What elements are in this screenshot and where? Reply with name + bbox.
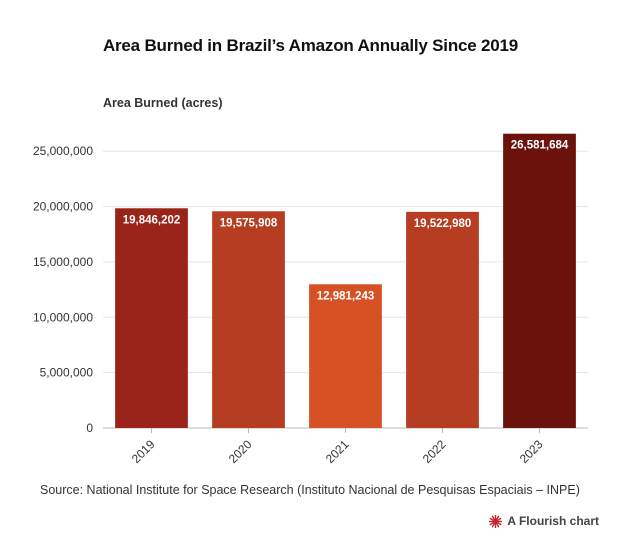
bar-2023: [503, 133, 576, 428]
bar-value-label: 19,575,908: [220, 217, 278, 229]
x-tick-label: 2021: [323, 437, 352, 466]
bar-value-label: 26,581,684: [511, 140, 569, 152]
x-tick-label: 2022: [420, 437, 449, 466]
bar-value-label: 12,981,243: [317, 290, 375, 302]
flourish-logo-ray: [490, 517, 496, 521]
y-tick-label: 15,000,000: [33, 255, 93, 269]
flourish-logo-center: [493, 519, 498, 523]
bar-value-label: 19,522,980: [414, 218, 472, 230]
flourish-logo-ray: [492, 521, 496, 527]
chart-title: Area Burned in Brazil’s Amazon Annually …: [102, 36, 519, 55]
flourish-logo-ray: [496, 521, 500, 527]
flourish-logo-ray: [496, 517, 502, 521]
x-tick-label: 2023: [517, 437, 546, 466]
bar-2021: [309, 284, 382, 428]
y-tick-label: 5,000,000: [40, 366, 94, 380]
flourish-logo-ray: [492, 515, 496, 521]
y-tick-label: 10,000,000: [33, 310, 93, 324]
flourish-credit-label: A Flourish chart: [507, 514, 599, 528]
x-tick-label: 2020: [226, 437, 255, 466]
flourish-logo-ray: [490, 521, 496, 525]
bar-value-label: 19,846,202: [123, 214, 181, 226]
bar-2020: [212, 211, 285, 428]
flourish-logo-ray: [496, 515, 500, 521]
flourish-logo-ray: [496, 521, 502, 525]
y-tick-label: 25,000,000: [33, 144, 93, 158]
y-axis-title: Area Burned (acres): [103, 96, 223, 110]
flourish-credit[interactable]: A Flourish chart: [489, 514, 599, 528]
flourish-logo-icon: [489, 514, 503, 528]
bar-2019: [115, 208, 188, 428]
y-tick-label: 20,000,000: [33, 200, 93, 214]
bar-2022: [406, 211, 479, 428]
x-tick-label: 2019: [129, 437, 158, 466]
y-tick-label: 0: [86, 421, 93, 435]
source-note: Source: National Institute for Space Res…: [40, 483, 580, 497]
